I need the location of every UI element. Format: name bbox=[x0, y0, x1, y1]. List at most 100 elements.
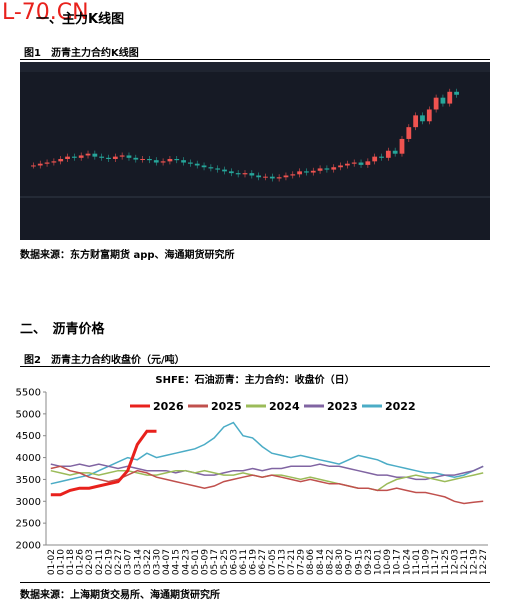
candle bbox=[78, 155, 84, 158]
candle bbox=[228, 171, 234, 174]
x-tick-label: 07-29 bbox=[297, 549, 307, 575]
candle bbox=[208, 167, 214, 169]
candle bbox=[222, 169, 227, 172]
x-tick-label: 11-09 bbox=[422, 549, 432, 575]
x-tick-label: 01-26 bbox=[76, 549, 86, 575]
candle bbox=[406, 127, 412, 139]
candle bbox=[338, 165, 343, 168]
candle bbox=[263, 176, 268, 178]
x-tick-label: 06-03 bbox=[229, 549, 239, 575]
panel-bg bbox=[20, 62, 490, 240]
x-tick-label: 12-19 bbox=[470, 549, 480, 575]
y-tick-label: 5500 bbox=[16, 388, 41, 399]
x-tick-label: 11-25 bbox=[441, 549, 451, 575]
candle bbox=[283, 175, 289, 178]
x-tick-label: 03-14 bbox=[133, 549, 143, 575]
x-tick-label: 01-02 bbox=[47, 549, 57, 575]
x-tick-label: 09-15 bbox=[354, 549, 364, 575]
candle bbox=[140, 158, 146, 160]
y-tick-label: 3500 bbox=[16, 475, 41, 486]
candle bbox=[119, 155, 125, 157]
candle bbox=[317, 168, 323, 171]
candle bbox=[290, 174, 296, 176]
x-tick-label: 11-17 bbox=[431, 549, 441, 575]
x-tick-label: 02-11 bbox=[95, 549, 105, 575]
candle bbox=[167, 158, 173, 162]
series-line bbox=[50, 421, 484, 485]
x-tick-label: 10-24 bbox=[402, 549, 412, 575]
candle bbox=[269, 176, 275, 179]
candle bbox=[399, 138, 405, 154]
candle bbox=[147, 158, 152, 161]
candle bbox=[358, 162, 364, 165]
source: 数据来源：上海期货交易所、海通期货研究所 bbox=[20, 590, 220, 601]
rule bbox=[20, 366, 490, 367]
source: 数据来源：东方财富期货 app、海通期货研究所 bbox=[20, 250, 235, 261]
y-tick-label: 4500 bbox=[16, 431, 41, 442]
kline-panel bbox=[20, 62, 490, 240]
candle bbox=[413, 115, 419, 128]
candle bbox=[201, 165, 207, 168]
candle bbox=[242, 173, 248, 175]
x-tick-label: 12-11 bbox=[460, 549, 470, 575]
figure-caption: 图1 沥青主力合约K线图 bbox=[24, 48, 139, 59]
y-tick-label: 2000 bbox=[16, 541, 41, 552]
x-tick-label: 10-09 bbox=[383, 549, 393, 575]
x-tick-label: 04-15 bbox=[172, 549, 182, 575]
candle bbox=[331, 167, 337, 170]
candle bbox=[71, 156, 77, 158]
rule bbox=[20, 582, 490, 583]
x-tick-label: 05-17 bbox=[210, 549, 220, 575]
series-line bbox=[50, 463, 484, 481]
candle bbox=[153, 160, 159, 163]
x-tick-label: 07-13 bbox=[277, 549, 287, 575]
x-tick-label: 03-22 bbox=[143, 549, 153, 575]
toolbar bbox=[20, 62, 490, 72]
x-tick-label: 10-01 bbox=[374, 549, 384, 575]
x-tick-label: 12-03 bbox=[450, 549, 460, 575]
candle bbox=[92, 153, 98, 157]
candle bbox=[126, 155, 132, 158]
candle bbox=[392, 150, 398, 154]
candle bbox=[174, 158, 180, 161]
candle bbox=[133, 157, 139, 160]
line-chart: SHFE：石油沥青：主力合约：收盘价（日） 2000 2500 3000 3500 40… bbox=[16, 373, 490, 575]
x-tick-label: 07-05 bbox=[268, 549, 278, 575]
candle bbox=[420, 115, 425, 122]
candle bbox=[51, 161, 57, 163]
series-line bbox=[50, 429, 157, 497]
x-tick-label: 10-17 bbox=[393, 549, 403, 575]
x-tick-label: 02-27 bbox=[114, 549, 124, 575]
y-tick-label: 4000 bbox=[16, 453, 41, 464]
x-tick-label: 06-11 bbox=[239, 549, 249, 575]
y-tick-label: 2500 bbox=[16, 519, 41, 530]
y-tick-label: 5000 bbox=[16, 409, 41, 420]
x-tick-label: 05-01 bbox=[191, 549, 201, 575]
legend-label: 2024 bbox=[269, 400, 300, 413]
legend-label: 2025 bbox=[211, 400, 242, 413]
candle bbox=[297, 171, 302, 175]
x-tick-label: 08-06 bbox=[306, 549, 316, 575]
x-tick-label: 03-30 bbox=[153, 549, 163, 575]
candle bbox=[276, 177, 282, 179]
x-tick-label: 05-25 bbox=[220, 549, 230, 575]
candle bbox=[256, 175, 262, 178]
x-tick-label: 06-19 bbox=[249, 549, 259, 575]
x-tick-label: 06-27 bbox=[258, 549, 268, 575]
heading: 一、主力K线图 bbox=[36, 12, 125, 27]
legend-label: 2022 bbox=[385, 400, 416, 413]
x-tick-label: 07-21 bbox=[287, 549, 297, 575]
candle bbox=[385, 150, 391, 158]
x-tick-label: 11-01 bbox=[412, 549, 422, 575]
x-tick-label: 08-30 bbox=[335, 549, 345, 575]
candle bbox=[426, 109, 432, 122]
x-tick-label: 04-23 bbox=[181, 549, 191, 575]
candle bbox=[160, 161, 166, 163]
candle bbox=[372, 156, 378, 162]
candle bbox=[324, 168, 330, 170]
candle bbox=[85, 153, 91, 156]
candle bbox=[454, 91, 459, 95]
candle bbox=[304, 171, 309, 173]
x-tick-label: 05-09 bbox=[201, 549, 211, 575]
